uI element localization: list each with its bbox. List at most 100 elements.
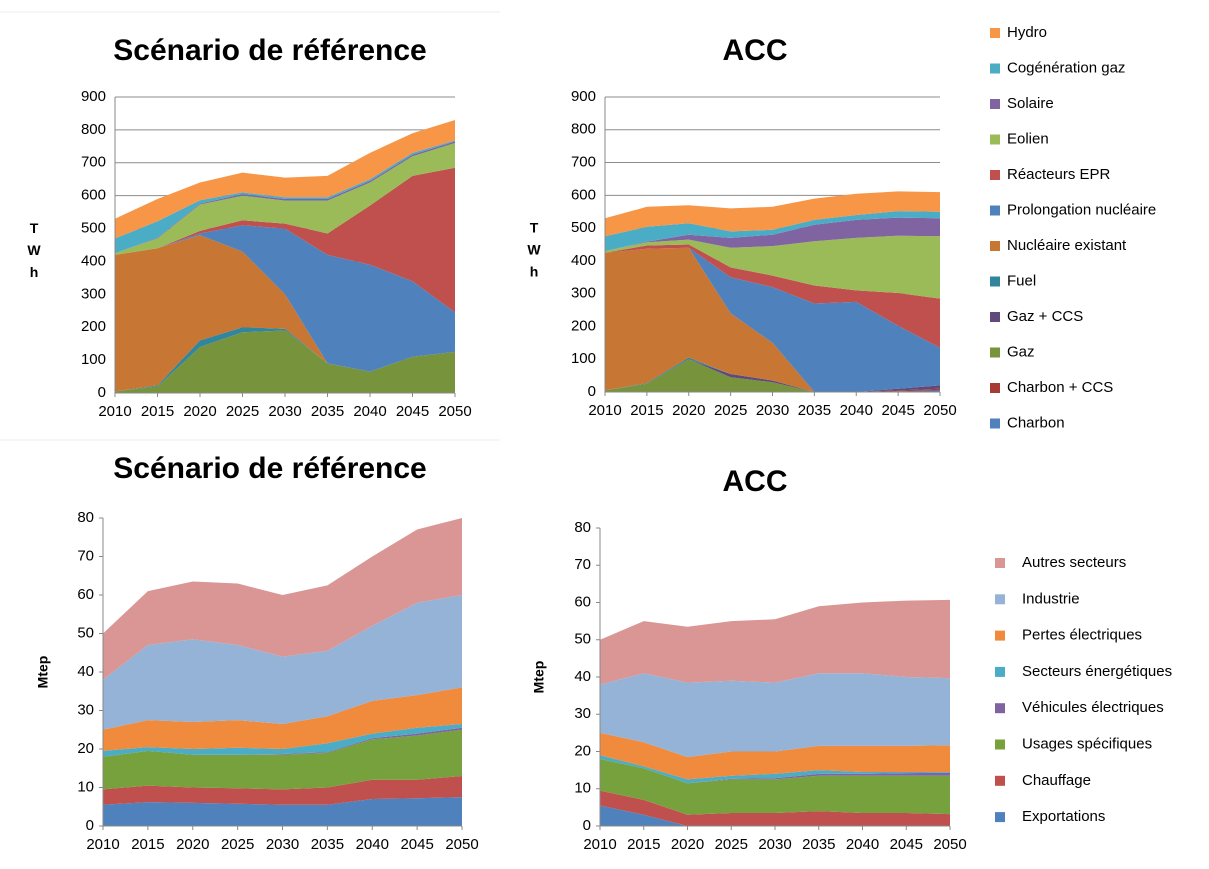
legend-swatch: [995, 775, 1005, 786]
area: [103, 687, 462, 751]
x-tick-label: 2045: [396, 403, 429, 420]
legend-label: Gaz: [1007, 343, 1035, 360]
x-tick-label: 2045: [400, 836, 433, 853]
legend-label: Usages spécifiques: [1022, 735, 1152, 752]
legend-swatch: [990, 134, 1000, 145]
legend-label: Cogénération gaz: [1007, 59, 1125, 76]
x-tick-label: 2015: [627, 836, 660, 853]
area: [605, 235, 940, 299]
y-tick-label: 100: [81, 351, 106, 368]
x-tick-label: 2050: [445, 836, 478, 853]
chart-title: ACC: [723, 465, 788, 498]
x-tick-label: 2015: [131, 836, 164, 853]
y-tick-label: 700: [571, 154, 596, 171]
y-tick-label: 400: [81, 252, 106, 269]
y-axis-label: TWh: [26, 220, 42, 286]
area: [600, 790, 950, 826]
legend-swatch: [990, 347, 1000, 358]
y-tick-label: 80: [574, 519, 591, 536]
area: [600, 805, 950, 826]
x-tick-label: 2045: [881, 402, 914, 419]
area: [600, 755, 950, 784]
legend-swatch: [990, 312, 1000, 322]
area: [605, 244, 940, 348]
x-tick-label: 2010: [588, 402, 621, 419]
x-tick-label: 2035: [802, 836, 835, 853]
y-tick-label: 60: [77, 586, 94, 603]
area: [605, 211, 940, 252]
legend-label: Exportations: [1022, 808, 1105, 825]
area: [115, 167, 455, 313]
y-axis-label: Mtep: [35, 656, 51, 689]
y-tick-label: 20: [77, 740, 94, 757]
legend-swatch: [990, 241, 1000, 251]
y-tick-label: 500: [81, 220, 106, 237]
y-tick-label: 300: [81, 285, 106, 302]
legend-swatch: [995, 594, 1005, 605]
y-tick-label: 200: [571, 317, 596, 334]
y-tick-label: 0: [583, 817, 591, 834]
legend-label: Secteurs énergétiques: [1022, 663, 1172, 680]
area: [115, 120, 455, 239]
area: [115, 143, 455, 255]
y-tick-label: 0: [98, 384, 106, 401]
legend-swatch: [990, 28, 1000, 38]
legend-label: Industrie: [1022, 590, 1080, 607]
x-tick-label: 2015: [630, 402, 663, 419]
y-tick-label: 800: [81, 121, 106, 138]
area: [605, 191, 940, 237]
area: [600, 732, 950, 780]
legend-label: Réacteurs EPR: [1007, 166, 1111, 183]
legend-swatch: [990, 276, 1000, 287]
y-tick-label: 60: [574, 593, 591, 610]
y-tick-label: 20: [574, 742, 591, 759]
legend-label: Fuel: [1007, 272, 1036, 289]
y-tick-label: 200: [81, 318, 106, 335]
x-tick-label: 2025: [714, 402, 747, 419]
area: [103, 776, 462, 805]
area: [115, 327, 455, 392]
area: [103, 797, 462, 826]
area: [605, 359, 940, 392]
y-tick-label: 40: [574, 668, 591, 685]
legend-label: Nucléaire existant: [1007, 237, 1127, 254]
x-tick-label: 2050: [933, 836, 966, 853]
area: [115, 140, 455, 254]
x-tick-label: 2010: [583, 836, 616, 853]
legend-swatch: [995, 630, 1005, 641]
legend-swatch: [995, 666, 1005, 677]
area: [605, 359, 940, 392]
y-tick-label: 30: [574, 705, 591, 722]
x-tick-label: 2050: [438, 403, 471, 420]
x-tick-label: 2025: [715, 836, 748, 853]
legend-swatch: [995, 703, 1005, 714]
legend-swatch: [990, 383, 1000, 393]
y-axis-label: TWh: [526, 220, 542, 286]
area: [103, 518, 462, 680]
legend-label: Hydro: [1007, 24, 1047, 41]
x-tick-label: 2030: [268, 403, 301, 420]
y-tick-label: 70: [77, 547, 94, 564]
x-tick-label: 2010: [98, 403, 131, 420]
area: [103, 595, 462, 730]
y-tick-label: 30: [77, 701, 94, 718]
chart-title: ACC: [723, 34, 788, 67]
legend-label: Pertes électriques: [1022, 627, 1142, 644]
x-tick-label: 2035: [311, 403, 344, 420]
chart-title: Scénario de référence: [113, 34, 427, 67]
x-tick-label: 2035: [311, 836, 344, 853]
area: [103, 724, 462, 757]
legend-swatch: [990, 170, 1000, 180]
y-tick-label: 600: [571, 186, 596, 203]
legend-label: Eolien: [1007, 130, 1049, 147]
x-tick-label: 2045: [890, 836, 923, 853]
x-tick-label: 2030: [266, 836, 299, 853]
y-tick-label: 600: [81, 187, 106, 204]
y-tick-label: 50: [574, 631, 591, 648]
area: [103, 729, 462, 790]
y-tick-label: 300: [571, 285, 596, 302]
area: [605, 247, 940, 392]
legend-label: Chauffage: [1022, 772, 1091, 789]
